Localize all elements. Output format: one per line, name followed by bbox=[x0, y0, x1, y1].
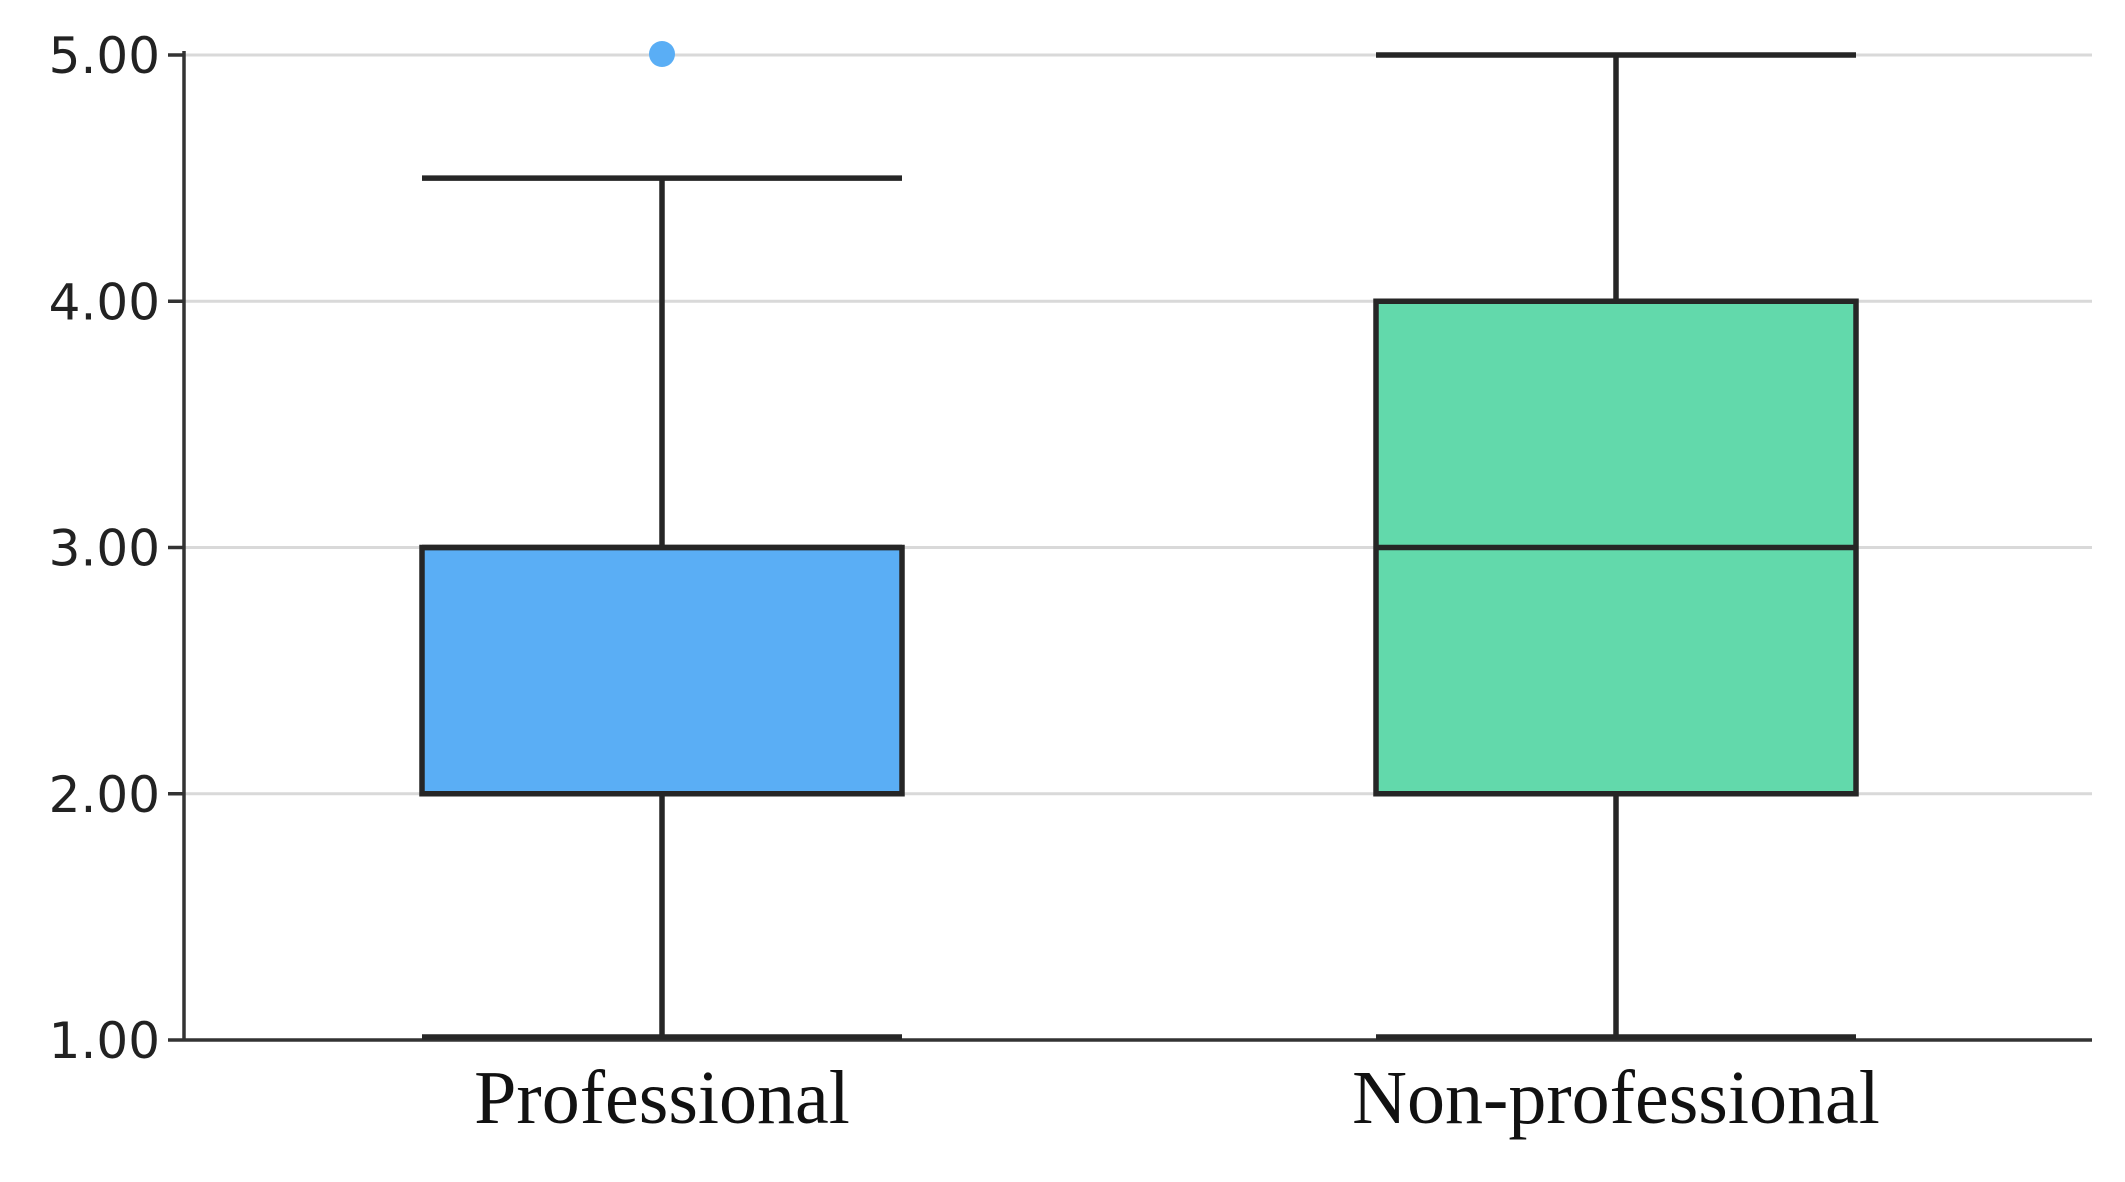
y-tick-label: 1.00 bbox=[49, 1012, 160, 1070]
x-category-label: Professional bbox=[474, 1056, 850, 1140]
y-tick-label: 2.00 bbox=[49, 766, 160, 824]
box-layer bbox=[419, 41, 1859, 1040]
box-group-professional bbox=[419, 41, 905, 1040]
axis-layer bbox=[168, 51, 2092, 1042]
outlier-point bbox=[649, 41, 675, 67]
y-tick-label: 5.00 bbox=[49, 27, 160, 85]
interquartile-box bbox=[419, 544, 905, 797]
y-tick-label: 4.00 bbox=[49, 273, 160, 331]
y-tick-label: 3.00 bbox=[49, 520, 160, 578]
box-group-non-professional bbox=[1373, 52, 1859, 1040]
x-category-label: Non-professional bbox=[1352, 1056, 1880, 1140]
label-layer: 1.00 2.00 3.00 4.00 5.00 Professional Non-prof… bbox=[49, 27, 1880, 1140]
